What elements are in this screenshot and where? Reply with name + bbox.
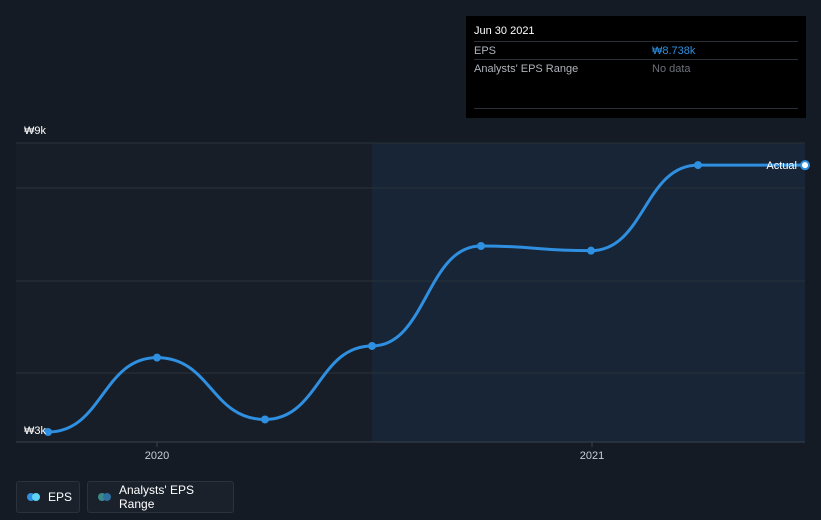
eps-point bbox=[261, 415, 269, 424]
tooltip: Jun 30 2021 EPS ₩8.738k Analysts' EPS Ra… bbox=[466, 16, 806, 118]
y-tick-label-min: ₩3k bbox=[24, 425, 47, 437]
legend-eps-label: EPS bbox=[48, 490, 73, 504]
tooltip-date: Jun 30 2021 bbox=[474, 25, 535, 37]
x-tick-label: 2020 bbox=[145, 450, 169, 462]
tooltip-divider bbox=[474, 108, 798, 109]
eps-point bbox=[477, 242, 485, 250]
tooltip-row-eps: EPS ₩8.738k bbox=[474, 41, 798, 59]
tooltip-row-range: Analysts' EPS Range No data bbox=[474, 59, 798, 77]
forecast-region bbox=[372, 143, 805, 442]
eps-point bbox=[44, 428, 52, 436]
eps-point bbox=[694, 161, 702, 170]
actual-label: Actual bbox=[766, 160, 797, 172]
eps-point bbox=[587, 246, 595, 255]
tooltip-eps-label: EPS bbox=[474, 44, 497, 57]
eps-series-line bbox=[46, 163, 807, 434]
tooltip-range-label: Analysts' EPS Range bbox=[474, 62, 579, 75]
range-legend-icon bbox=[98, 493, 111, 501]
eps-legend-icon bbox=[27, 493, 40, 501]
tooltip-eps-value: ₩8.738k bbox=[652, 44, 696, 57]
tooltip-range-value: No data bbox=[652, 62, 691, 75]
eps-point bbox=[153, 353, 161, 362]
legend-item-range[interactable]: Analysts' EPS Range bbox=[87, 481, 234, 513]
eps-endpoint bbox=[800, 160, 810, 171]
x-tick-label: 2021 bbox=[580, 450, 604, 462]
legend-range-label: Analysts' EPS Range bbox=[119, 483, 194, 511]
eps-point bbox=[368, 341, 376, 350]
y-tick-label-max: ₩9k bbox=[24, 125, 47, 137]
legend-item-eps[interactable]: EPS bbox=[16, 481, 80, 513]
